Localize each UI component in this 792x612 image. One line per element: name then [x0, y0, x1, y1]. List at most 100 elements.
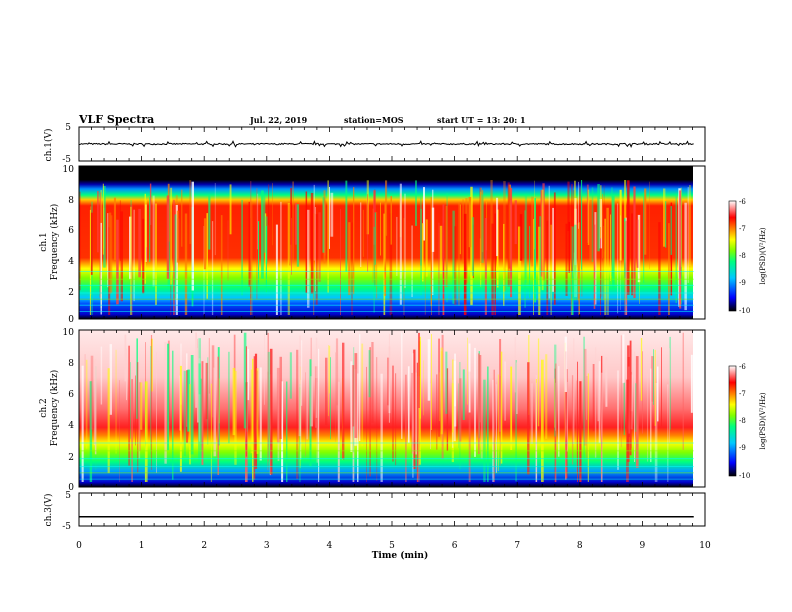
- spectrogram-stripe: [211, 345, 215, 418]
- spectrogram-stripe: [604, 218, 606, 315]
- spectrogram-stripe: [130, 205, 133, 315]
- spectrogram-stripe: [602, 193, 603, 259]
- spectrogram-stripe: [150, 338, 153, 392]
- spectrogram-stripe: [500, 351, 503, 464]
- spectrogram-stripe: [252, 358, 254, 482]
- spectrogram-stripe: [603, 226, 604, 300]
- spectrogram-stripe: [480, 369, 483, 459]
- spectrogram-stripe: [287, 202, 290, 315]
- ch1-waveform-ylabel: ch.1(V): [43, 129, 54, 162]
- spectrogram-stripe: [167, 343, 170, 451]
- spectrogram-stripe: [90, 355, 94, 430]
- spectrogram-stripe: [577, 361, 578, 482]
- spectrogram-stripe: [248, 201, 250, 287]
- spectrogram-stripe: [172, 350, 174, 480]
- ch2-ytick-8: 8: [68, 359, 74, 369]
- spectrogram-stripe: [665, 201, 667, 248]
- spectrogram-stripe: [146, 199, 147, 248]
- ch3-waveform-panel: 5 -5 ch.3(V): [43, 491, 706, 532]
- spectrogram-stripe: [190, 355, 194, 455]
- spectrogram-stripe: [479, 187, 481, 239]
- spectrogram-stripe: [214, 183, 216, 256]
- ch1-ytick-6: 6: [68, 226, 74, 236]
- spectrogram-stripe: [197, 347, 199, 423]
- spectrogram-stripe: [439, 225, 443, 274]
- spectrogram-stripe: [286, 381, 288, 482]
- spectrogram-stripe: [369, 347, 371, 477]
- spectrogram-stripe: [195, 332, 197, 408]
- spectrogram-stripe: [403, 218, 405, 315]
- spectrogram-stripe: [133, 209, 135, 302]
- spectrogram-stripe: [395, 373, 397, 466]
- spectrogram-stripe: [205, 362, 208, 420]
- spectrogram-stripe: [296, 349, 299, 479]
- spectrogram-stripe: [279, 356, 282, 439]
- spectrogram-stripe: [128, 345, 130, 466]
- spectrogram-stripe: [176, 210, 179, 263]
- spectrogram-stripe: [462, 199, 465, 264]
- spectrogram-stripe: [328, 345, 329, 417]
- ch1-colorbar-tick-1: -7: [739, 225, 746, 233]
- spectrogram-stripe: [218, 378, 220, 424]
- spectrogram-stripe: [587, 373, 589, 482]
- spectrogram-stripe: [541, 359, 544, 482]
- spectrogram-stripe: [220, 215, 223, 315]
- spectrogram-stripe: [564, 336, 567, 392]
- spectrogram-stripe: [272, 183, 273, 246]
- spectrogram-stripe: [644, 188, 647, 255]
- spectrogram-stripe: [264, 334, 265, 405]
- spectrogram-stripe: [335, 338, 339, 406]
- spectrogram-stripe: [463, 213, 467, 315]
- spectrogram-stripe: [639, 216, 640, 304]
- spectrogram-stripe: [680, 192, 682, 305]
- spectrogram-stripe: [228, 351, 230, 444]
- spectrogram-stripe: [315, 207, 316, 292]
- spectrogram-stripe: [166, 195, 170, 279]
- spectrogram-stripe: [578, 222, 580, 315]
- spectrogram-stripe: [217, 356, 219, 475]
- spectrogram-stripe: [497, 374, 499, 472]
- spectrogram-stripe: [658, 222, 661, 315]
- spectrogram-stripe: [592, 364, 595, 432]
- x-tick-label: 5: [389, 541, 395, 551]
- spectrogram-stripe: [109, 344, 112, 415]
- x-tick-label: 3: [264, 541, 270, 551]
- spectrogram-stripe: [277, 368, 280, 462]
- spectrogram-stripe: [518, 226, 521, 315]
- spectrogram-stripe: [627, 357, 630, 438]
- spectrogram-stripe: [250, 181, 252, 281]
- ch2-colorbar-tick-2: -8: [739, 417, 746, 425]
- spectrogram-stripe: [275, 224, 278, 315]
- spectrogram-stripe: [587, 189, 590, 245]
- spectrogram-stripe: [84, 354, 86, 428]
- spectrogram-stripe: [495, 384, 497, 473]
- spectrogram-stripe: [423, 187, 425, 241]
- spectrogram-stripe: [445, 351, 448, 414]
- spectrogram-stripe: [415, 372, 417, 455]
- spectrogram-stripe: [207, 357, 209, 445]
- spectrogram-stripe: [566, 369, 568, 479]
- x-tick-label: 8: [577, 541, 583, 551]
- ch1-spectrogram-panel: 0 2 4 6 8 10 ch.1Frequency (kHz): [39, 165, 706, 325]
- spectrogram-stripe: [145, 342, 146, 415]
- spectrogram-stripe: [301, 340, 303, 406]
- spectrogram-stripe: [454, 353, 456, 407]
- spectrogram-stripe: [510, 366, 513, 450]
- ch1-colorbar-gradient: [728, 200, 737, 312]
- spectrogram-stripe: [361, 343, 364, 447]
- spectrogram-stripe: [243, 332, 247, 429]
- spectrogram-stripe: [484, 218, 487, 315]
- spectrogram-stripe: [257, 370, 258, 421]
- spectrogram-stripe: [389, 213, 393, 315]
- spectrogram-stripe: [425, 219, 428, 277]
- spectrogram-stripe: [269, 348, 273, 475]
- spectrogram-stripe: [149, 183, 152, 225]
- spectrogram-stripe: [250, 369, 253, 454]
- spectrogram-stripe: [295, 203, 298, 245]
- spectrogram-stripe: [310, 376, 313, 427]
- ch1-colorbar-tick-0: -6: [739, 198, 746, 206]
- ch1-colorbar-tick-2: -8: [739, 252, 746, 260]
- spectrogram-stripe: [376, 357, 378, 481]
- ch2-spectrogram-hlines: [79, 442, 694, 480]
